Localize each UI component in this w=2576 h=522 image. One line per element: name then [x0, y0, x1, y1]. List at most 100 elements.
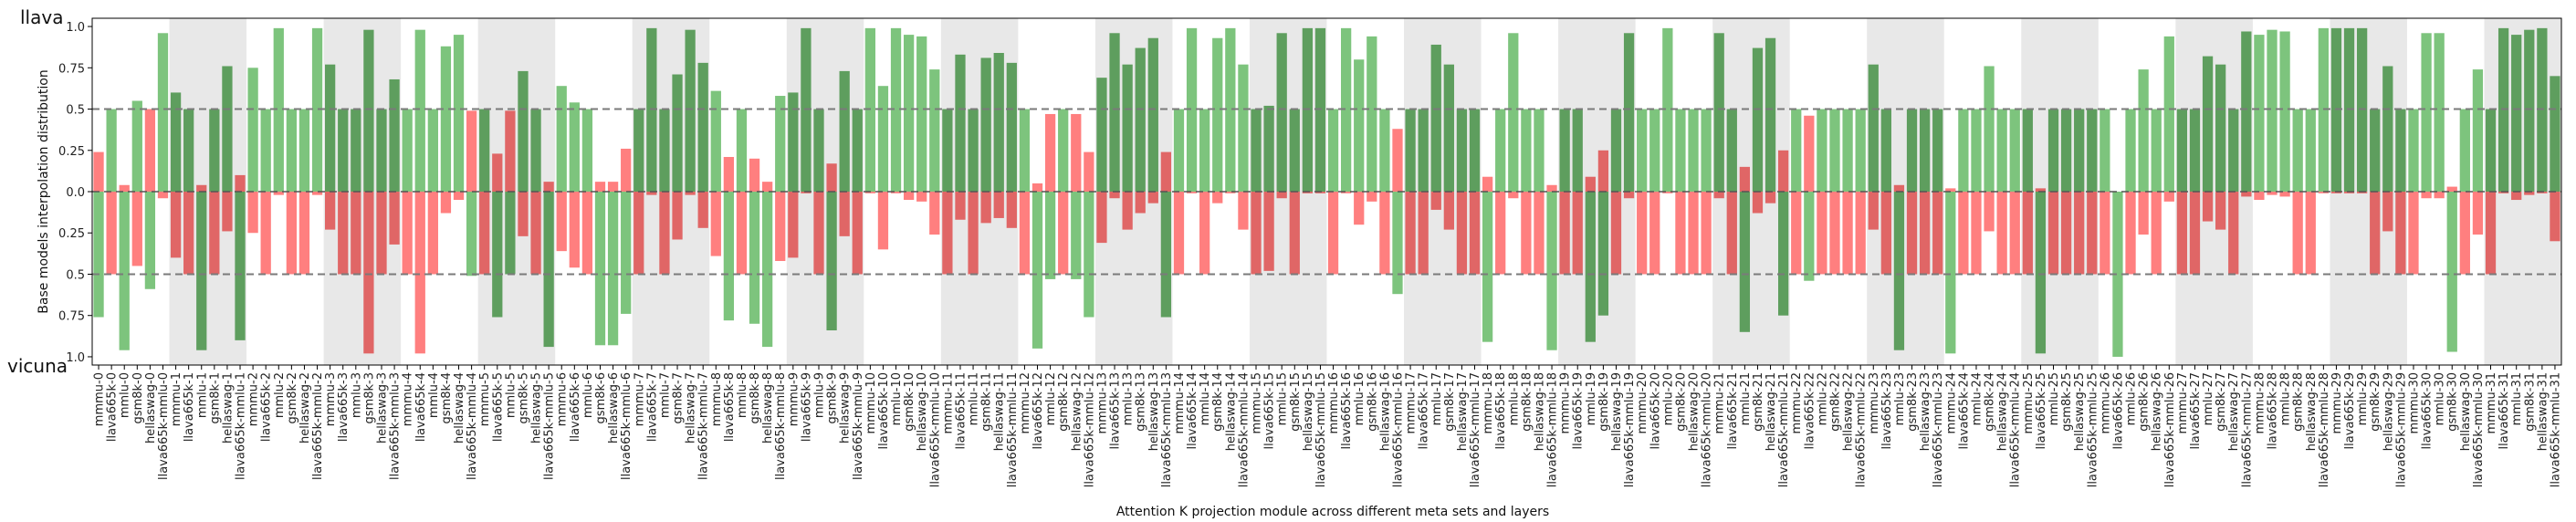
bar-bottom-83 [1160, 192, 1172, 318]
bar-bottom-4 [144, 192, 156, 289]
bar-bottom-1 [106, 192, 117, 275]
bar-top-79 [1109, 33, 1120, 193]
bar-top-53 [775, 96, 786, 192]
bar-top-77 [1084, 151, 1094, 192]
bar-bottom-65 [929, 192, 940, 235]
bar-bottom-179 [2395, 192, 2406, 275]
x-tick-label-182: mmlu-30 [2434, 372, 2447, 425]
bar-top-101 [1392, 129, 1403, 192]
layer-band-15 [1249, 18, 1327, 365]
bar-top-19 [338, 109, 349, 192]
x-tick-label-44: mmlu-7 [658, 372, 672, 418]
x-tick-label-67: llava665k-11 [954, 372, 968, 449]
bar-top-159 [2138, 69, 2149, 192]
x-tick-label-59: llava665k-mmlu-9 [852, 372, 865, 480]
bar-top-112 [1534, 109, 1545, 192]
x-tick-label-170: mmlu-28 [2279, 372, 2293, 425]
y-tick-label-1: 0.75 [58, 62, 85, 76]
bar-bottom-114 [1559, 192, 1570, 275]
bar-bottom-109 [1495, 192, 1506, 275]
bar-top-162 [2176, 109, 2188, 192]
x-tick-label-46: hellaswag-7 [685, 372, 698, 444]
bottom-model-label: vicuna [7, 355, 68, 377]
x-tick-label-56: mmlu-9 [813, 372, 827, 418]
bar-top-64 [916, 36, 927, 193]
y-tick-label-3: 0.25 [58, 145, 85, 159]
bar-bottom-132 [1791, 192, 1802, 275]
bar-bottom-54 [788, 192, 799, 258]
x-tick-label-25: llava665k-4 [414, 372, 428, 442]
x-tick-label-42: mmmu-7 [633, 372, 646, 426]
bar-top-42 [634, 109, 644, 192]
bar-bottom-131 [1778, 192, 1789, 316]
bar-bottom-111 [1521, 192, 1532, 275]
bar-top-38 [581, 109, 593, 192]
bar-top-182 [2434, 33, 2445, 193]
bar-top-184 [2459, 109, 2470, 192]
bar-top-132 [1791, 109, 1802, 192]
x-tick-label-121: llava665k-20 [1649, 372, 1662, 449]
bar-bottom-128 [1739, 192, 1751, 332]
bar-bottom-162 [2176, 192, 2188, 275]
bar-bottom-177 [2370, 192, 2381, 275]
bar-top-62 [890, 27, 902, 192]
x-tick-label-181: llava665k-30 [2421, 372, 2435, 449]
bar-bottom-27 [440, 192, 452, 214]
bar-bottom-69 [980, 192, 991, 224]
bar-bottom-79 [1109, 192, 1120, 199]
bar-bottom-178 [2382, 192, 2393, 232]
bar-top-86 [1199, 109, 1210, 192]
x-tick-label-50: mmlu-8 [736, 372, 749, 418]
bar-top-166 [2228, 109, 2239, 192]
bar-bottom-23 [389, 192, 400, 245]
x-tick-label-68: mmlu-11 [968, 372, 981, 425]
bar-top-155 [2087, 109, 2098, 192]
bar-bottom-25 [414, 192, 425, 354]
bar-bottom-37 [569, 192, 580, 268]
x-tick-label-149: llava665k-mmlu-24 [2009, 372, 2023, 487]
bar-top-181 [2421, 33, 2432, 193]
bar-top-137 [1855, 109, 1866, 192]
bar-top-25 [414, 29, 425, 192]
bar-bottom-156 [2100, 192, 2110, 275]
bar-bottom-112 [1534, 192, 1545, 275]
x-tick-label-118: hellaswag-19 [1610, 372, 1624, 451]
bar-top-161 [2163, 36, 2174, 193]
top-model-label: llava [20, 6, 63, 28]
x-tick-label-61: llava665k-10 [877, 372, 891, 449]
x-tick-label-106: hellaswag-17 [1456, 372, 1470, 451]
bar-top-91 [1263, 105, 1274, 192]
bar-top-114 [1559, 109, 1570, 192]
x-tick-label-188: mmlu-31 [2510, 372, 2524, 425]
bar-bottom-85 [1186, 192, 1198, 193]
bar-bottom-38 [581, 192, 593, 275]
x-tick-label-21: gsm8k-3 [362, 372, 376, 423]
bar-top-180 [2408, 109, 2419, 192]
bar-bottom-116 [1585, 192, 1596, 342]
bar-bottom-126 [1713, 192, 1724, 199]
x-tick-label-128: mmlu-21 [1739, 372, 1753, 425]
bar-bottom-185 [2472, 192, 2484, 235]
x-tick-label-138: mmmu-23 [1868, 372, 1881, 433]
x-tick-label-169: llava665k-28 [2267, 372, 2280, 449]
bar-bottom-78 [1096, 192, 1107, 244]
bar-bottom-142 [1919, 192, 1931, 275]
bar-bottom-66 [942, 192, 953, 275]
bar-top-37 [569, 102, 580, 192]
bar-top-177 [2370, 109, 2381, 192]
x-tick-label-32: mmlu-5 [504, 372, 518, 418]
bar-bottom-63 [903, 192, 915, 201]
bar-top-7 [183, 109, 194, 192]
bar-bottom-75 [1058, 192, 1069, 275]
y-ticks: 1.0 0.75 0.5 0.25 0.0 0.25 0.5 0.75 1.0 [58, 21, 92, 365]
bar-bottom-44 [659, 192, 670, 275]
x-tick-label-18: mmmu-3 [324, 372, 338, 426]
bar-bottom-72 [1019, 192, 1031, 275]
bar-bottom-124 [1688, 192, 1699, 275]
x-tick-label-166: hellaswag-27 [2227, 372, 2241, 451]
bar-top-133 [1804, 115, 1815, 192]
x-tick-label-136: hellaswag-22 [1842, 372, 1856, 451]
x-tick-label-133: llava665k-22 [1803, 372, 1817, 449]
x-tick-label-73: llava665k-12 [1031, 372, 1045, 449]
bar-top-139 [1880, 109, 1891, 192]
